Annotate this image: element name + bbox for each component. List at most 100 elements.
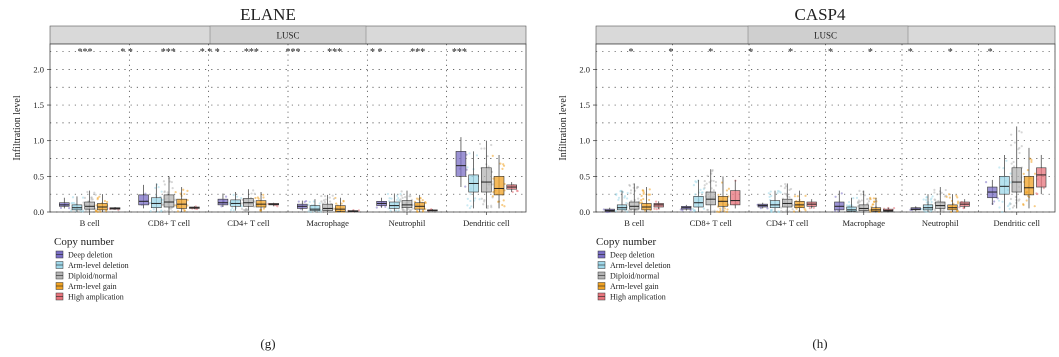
y-tick-label: 0.0 — [33, 207, 44, 217]
jitter-point — [59, 206, 63, 210]
jitter-point — [712, 189, 715, 192]
jitter-point — [812, 206, 815, 209]
jitter-point — [945, 195, 948, 198]
jitter-point — [697, 179, 700, 182]
jitter-point — [637, 210, 640, 213]
jitter-point — [254, 196, 257, 200]
jitter-point — [623, 195, 627, 198]
jitter-point — [1026, 169, 1030, 172]
jitter-point — [176, 210, 180, 213]
jitter-point — [236, 195, 239, 198]
jitter-point — [779, 184, 783, 188]
jitter-point — [804, 209, 807, 212]
jitter-point — [711, 210, 714, 213]
jitter-point — [466, 166, 469, 169]
box-body — [769, 200, 781, 209]
jitter-point — [323, 201, 327, 204]
jitter-point — [629, 209, 633, 212]
jitter-point — [925, 196, 928, 199]
jitter-point — [1018, 130, 1021, 133]
box-body — [151, 197, 162, 209]
box-body — [84, 201, 95, 210]
jitter-point — [94, 209, 98, 212]
x-tick-label: CD4+ T cell — [766, 218, 809, 228]
jitter-point — [499, 162, 502, 165]
jitter-point — [727, 187, 731, 190]
jitter-point — [922, 198, 925, 201]
jitter-point — [933, 188, 936, 191]
jitter-point — [789, 187, 793, 191]
jitter-point — [93, 191, 96, 194]
jitter-point — [706, 174, 709, 177]
jitter-point — [943, 195, 946, 198]
jitter-point — [257, 197, 260, 200]
jitter-point — [250, 192, 253, 195]
jitter-point — [1006, 204, 1010, 208]
jitter-point — [415, 197, 419, 200]
jitter-point — [81, 210, 84, 213]
jitter-point — [161, 203, 165, 206]
panel-letter: (h) — [812, 336, 827, 351]
jitter-point — [858, 189, 861, 193]
jitter-point — [320, 200, 323, 203]
jitter-point — [163, 190, 166, 193]
jitter-point — [320, 210, 323, 214]
jitter-point — [639, 201, 642, 205]
jitter-point — [642, 192, 645, 196]
jitter-point — [163, 183, 166, 186]
jitter-point — [342, 199, 345, 203]
jitter-point — [998, 166, 1001, 169]
jitter-point — [90, 196, 93, 199]
jitter-point — [475, 154, 479, 157]
jitter-point — [869, 198, 872, 201]
jitter-point — [466, 204, 469, 207]
jitter-point — [770, 194, 773, 197]
jitter-point — [478, 198, 481, 201]
jitter-point — [1020, 144, 1023, 148]
legend-label: Diploid/normal — [610, 272, 660, 281]
box-body — [138, 194, 149, 206]
jitter-point — [231, 206, 234, 210]
y-tick-label: 1.0 — [33, 136, 44, 146]
x-tick-label: B cell — [624, 218, 645, 228]
jitter-point — [948, 196, 951, 199]
jitter-point — [628, 183, 631, 187]
significance-label: * — [908, 47, 913, 58]
y-tick-label: 1.5 — [33, 100, 44, 110]
jitter-point — [933, 208, 937, 211]
jitter-point — [1018, 151, 1021, 155]
x-tick-label: Macrophage — [843, 218, 886, 228]
jitter-point — [491, 183, 494, 186]
jitter-point — [944, 188, 947, 192]
box-body — [401, 200, 413, 209]
jitter-point — [993, 200, 996, 203]
jitter-point — [83, 196, 87, 199]
significance-label: * — [868, 47, 873, 58]
jitter-point — [653, 207, 656, 210]
jitter-point — [783, 187, 786, 190]
jitter-point — [334, 196, 337, 200]
jitter-point — [718, 210, 721, 214]
significance-label: *** — [78, 47, 93, 58]
jitter-point — [474, 197, 477, 200]
jitter-point — [1035, 192, 1038, 195]
significance-label: * — [748, 47, 753, 58]
jitter-point — [490, 204, 493, 207]
jitter-point — [870, 205, 873, 208]
box-body — [1011, 167, 1022, 193]
jitter-point — [691, 207, 695, 211]
jitter-point — [719, 209, 722, 212]
jitter-point — [867, 200, 871, 203]
jitter-point — [413, 200, 417, 203]
jitter-point — [1009, 144, 1013, 147]
jitter-point — [925, 201, 928, 204]
jitter-point — [956, 200, 960, 203]
jitter-point — [386, 192, 390, 196]
y-tick-label: 1.0 — [579, 136, 590, 146]
jitter-point — [421, 198, 424, 202]
jitter-point — [501, 167, 504, 170]
jitter-point — [388, 197, 391, 200]
legend-title: Copy number — [54, 236, 115, 248]
box-body — [629, 201, 640, 210]
jitter-point — [837, 209, 840, 213]
